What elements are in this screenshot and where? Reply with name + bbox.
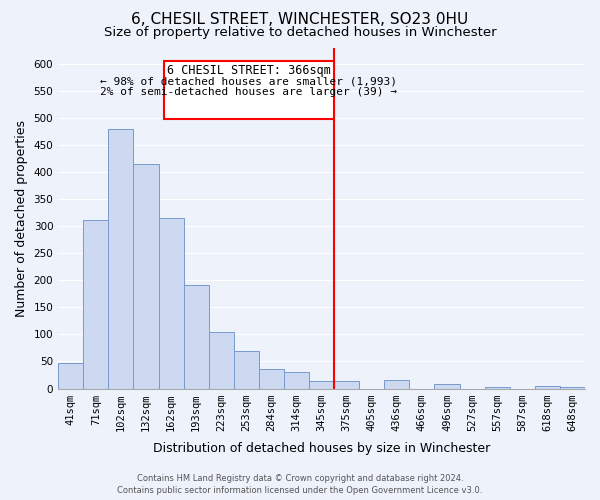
Bar	[485, 387, 510, 388]
Text: 2% of semi-detached houses are larger (39) →: 2% of semi-detached houses are larger (3…	[100, 87, 397, 97]
Bar	[83, 220, 109, 388]
Bar	[284, 372, 309, 388]
Text: Size of property relative to detached houses in Winchester: Size of property relative to detached ho…	[104, 26, 496, 39]
Bar	[334, 382, 359, 388]
Bar	[560, 387, 585, 388]
Y-axis label: Number of detached properties: Number of detached properties	[15, 120, 28, 316]
Bar	[259, 369, 284, 388]
Bar	[164, 61, 334, 120]
Bar	[133, 164, 158, 388]
Bar	[309, 382, 334, 388]
X-axis label: Distribution of detached houses by size in Winchester: Distribution of detached houses by size …	[153, 442, 490, 455]
Bar	[535, 386, 560, 388]
Bar	[184, 284, 209, 389]
Text: 6 CHESIL STREET: 366sqm: 6 CHESIL STREET: 366sqm	[167, 64, 331, 78]
Bar	[234, 351, 259, 389]
Bar	[209, 332, 234, 388]
Bar	[434, 384, 460, 388]
Bar	[158, 218, 184, 388]
Text: Contains HM Land Registry data © Crown copyright and database right 2024.
Contai: Contains HM Land Registry data © Crown c…	[118, 474, 482, 495]
Bar	[58, 363, 83, 388]
Text: 6, CHESIL STREET, WINCHESTER, SO23 0HU: 6, CHESIL STREET, WINCHESTER, SO23 0HU	[131, 12, 469, 28]
Bar	[109, 128, 133, 388]
Bar	[385, 380, 409, 388]
Text: ← 98% of detached houses are smaller (1,993): ← 98% of detached houses are smaller (1,…	[100, 76, 397, 86]
